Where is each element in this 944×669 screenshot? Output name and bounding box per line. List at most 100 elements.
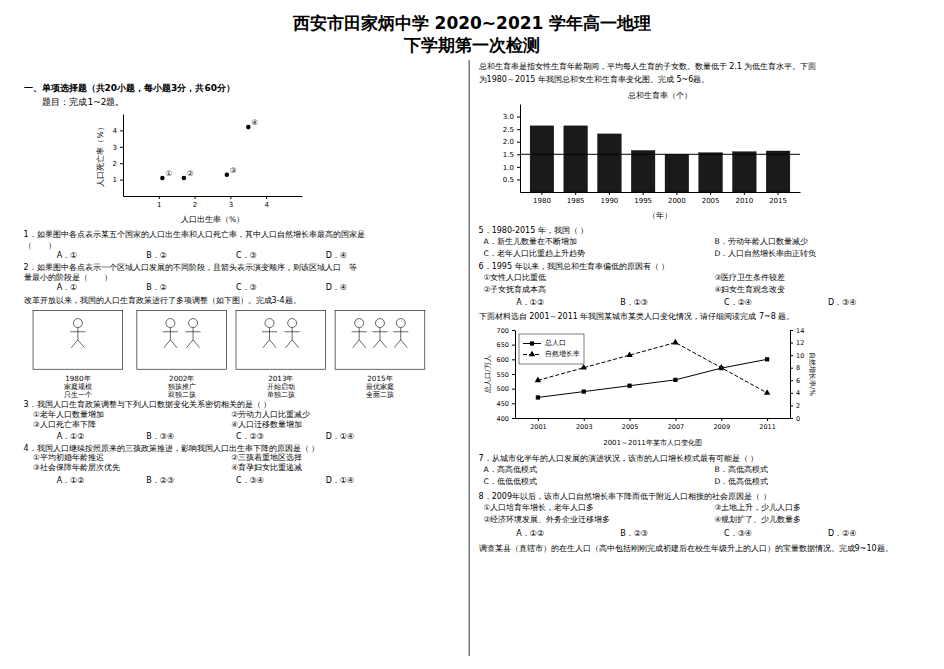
stick-figure-leg (292, 340, 299, 348)
stick-figure-body (400, 328, 401, 340)
y-axis-tick: 2 (113, 160, 123, 168)
answer: B．②③ (146, 476, 174, 485)
y-axis-line (520, 105, 521, 193)
scatter-point (225, 172, 230, 177)
x-axis-tick-label: 2011 (759, 423, 776, 431)
x-axis-tick-mark (643, 192, 644, 195)
y-axis-tick-label: 700 (497, 327, 509, 335)
y2-axis-tick: 8 (790, 364, 800, 372)
y2-axis-tick-mark (790, 368, 793, 369)
x-axis-tick-mark (266, 196, 267, 199)
option: ③社会保障年龄层次优先 (33, 463, 120, 472)
policy-sublabel: 双独二孩 (168, 391, 196, 399)
x-axis-tick: 1 (157, 196, 161, 209)
x-axis-tick-mark (575, 192, 576, 195)
y-axis-tick: 3.0 (503, 113, 520, 121)
stick-figure-leg (71, 340, 78, 348)
y2-axis-tick-label: 12 (796, 339, 804, 347)
question: （ ） (24, 241, 56, 250)
stick-figure-leg (164, 340, 171, 348)
bar (631, 151, 655, 192)
y-axis-tick-mark (512, 418, 515, 419)
x-axis-tick-mark (584, 418, 585, 421)
y-axis-tick-mark (512, 330, 515, 331)
stick-figure-body (77, 328, 78, 340)
y-axis-tick: 550 (497, 371, 515, 379)
point-label: ③ (230, 166, 237, 175)
question: 量最小的阶段是（ ） (24, 273, 112, 282)
x-axis-tick-label: 2007 (668, 423, 685, 431)
y-axis-tick: 2.0 (503, 138, 520, 146)
bar (733, 152, 757, 192)
x-axis-tick: 3 (229, 196, 233, 209)
y-axis-tick-mark (512, 374, 515, 375)
y-axis-tick-mark (512, 359, 515, 360)
stick-figure-body (292, 328, 293, 340)
legend-label: 总人口 (544, 339, 566, 347)
answer: B．②③ (620, 529, 648, 538)
x-axis-tick: 2007 (668, 418, 685, 431)
x-axis-tick-mark (767, 418, 768, 421)
y2-axis-tick-mark (790, 355, 793, 356)
intro: 为1980～2015 年我国总和女生和生育率变化图。完成 5~6题。 (479, 75, 710, 84)
y2-axis-tick-mark (790, 393, 793, 394)
question: 2．如果图中各点表示一个区域人口发展的不同阶段，且箭头表示演变顺序，则该区域人口… (24, 263, 357, 272)
y-axis-tick-label: 450 (497, 400, 509, 408)
answer: B．③④ (146, 432, 174, 441)
question: 5．1980-2015 年，我国（ ） (479, 226, 589, 235)
x-axis-tick-label: 4 (264, 201, 269, 209)
stick-figure (163, 319, 178, 348)
legend-marker (530, 341, 534, 345)
y2-axis-tick: 14 (790, 327, 804, 335)
y2-axis-tick-label: 0 (796, 415, 800, 423)
stick-figure-leg (353, 340, 360, 348)
y-axis-tick-mark (512, 403, 515, 404)
y-axis-tick-label: 500 (497, 385, 509, 393)
x-axis-tick-mark (630, 418, 631, 421)
bar (665, 154, 689, 192)
option: ②经济环境发展、外务企业迁移增多 (484, 515, 611, 524)
policy-box-group (137, 310, 227, 369)
stick-figure-head (189, 319, 198, 328)
y-axis-title: 人口死亡率（%） (96, 123, 105, 186)
x-axis-tick-label: 2009 (713, 423, 730, 431)
x-axis-line (516, 418, 791, 419)
stick-figure-leg (186, 340, 193, 348)
y2-axis-tick-mark (790, 418, 793, 419)
plot-area (520, 126, 800, 192)
y-axis-line (515, 331, 516, 419)
y-axis: 400450500550600650700 (497, 327, 516, 423)
y-axis: 1234 (113, 115, 124, 197)
title: 西安市田家炳中学 2020~2021 学年高一地理 (292, 13, 652, 33)
answer: D．①④ (326, 432, 355, 441)
option: ①平均初婚年龄推迟 (33, 453, 104, 462)
y-axis-tick-mark (120, 163, 123, 164)
y2-axis-tick: 6 (790, 377, 800, 385)
stick-figure (393, 319, 408, 348)
section-intro: 调查某县（直辖市）的在生人口（高中包括刚刚完成初建后在校生年级升上的人口）的宝量… (479, 544, 893, 553)
series-marker (535, 377, 541, 383)
x-axis-tick-label: 1 (157, 201, 161, 209)
policy-box (33, 310, 123, 369)
legend-frame (519, 334, 584, 364)
series-marker (718, 364, 724, 370)
section-title: 一、单项选择题（共20小题，每小题3分，共60分） (24, 83, 235, 93)
option: ②劳动力人口比重减少 (231, 410, 310, 419)
stick-figure-leg (394, 340, 401, 348)
y2-axis-title: 自然增长率/% (808, 352, 816, 396)
policy-box (236, 310, 326, 369)
y-axis-tick-mark (517, 129, 520, 130)
option: ③土地上升，少儿人口多 (715, 503, 802, 512)
stick-figure-leg (373, 340, 380, 348)
y-axis-tick: 1.0 (503, 164, 520, 172)
bar (699, 153, 723, 192)
answer: A．①② (57, 432, 85, 441)
y-axis: 0.51.01.52.02.53.0 (503, 105, 521, 193)
option: D．④ (326, 283, 347, 292)
y-axis-tick-mark (120, 130, 123, 131)
stick-figure-head (355, 319, 364, 328)
option: ②子女抚育成本高 (484, 285, 547, 294)
legend-label: 自然增长率 (545, 350, 580, 358)
series-marker (536, 395, 540, 399)
y2-axis-tick-label: 4 (796, 389, 800, 397)
